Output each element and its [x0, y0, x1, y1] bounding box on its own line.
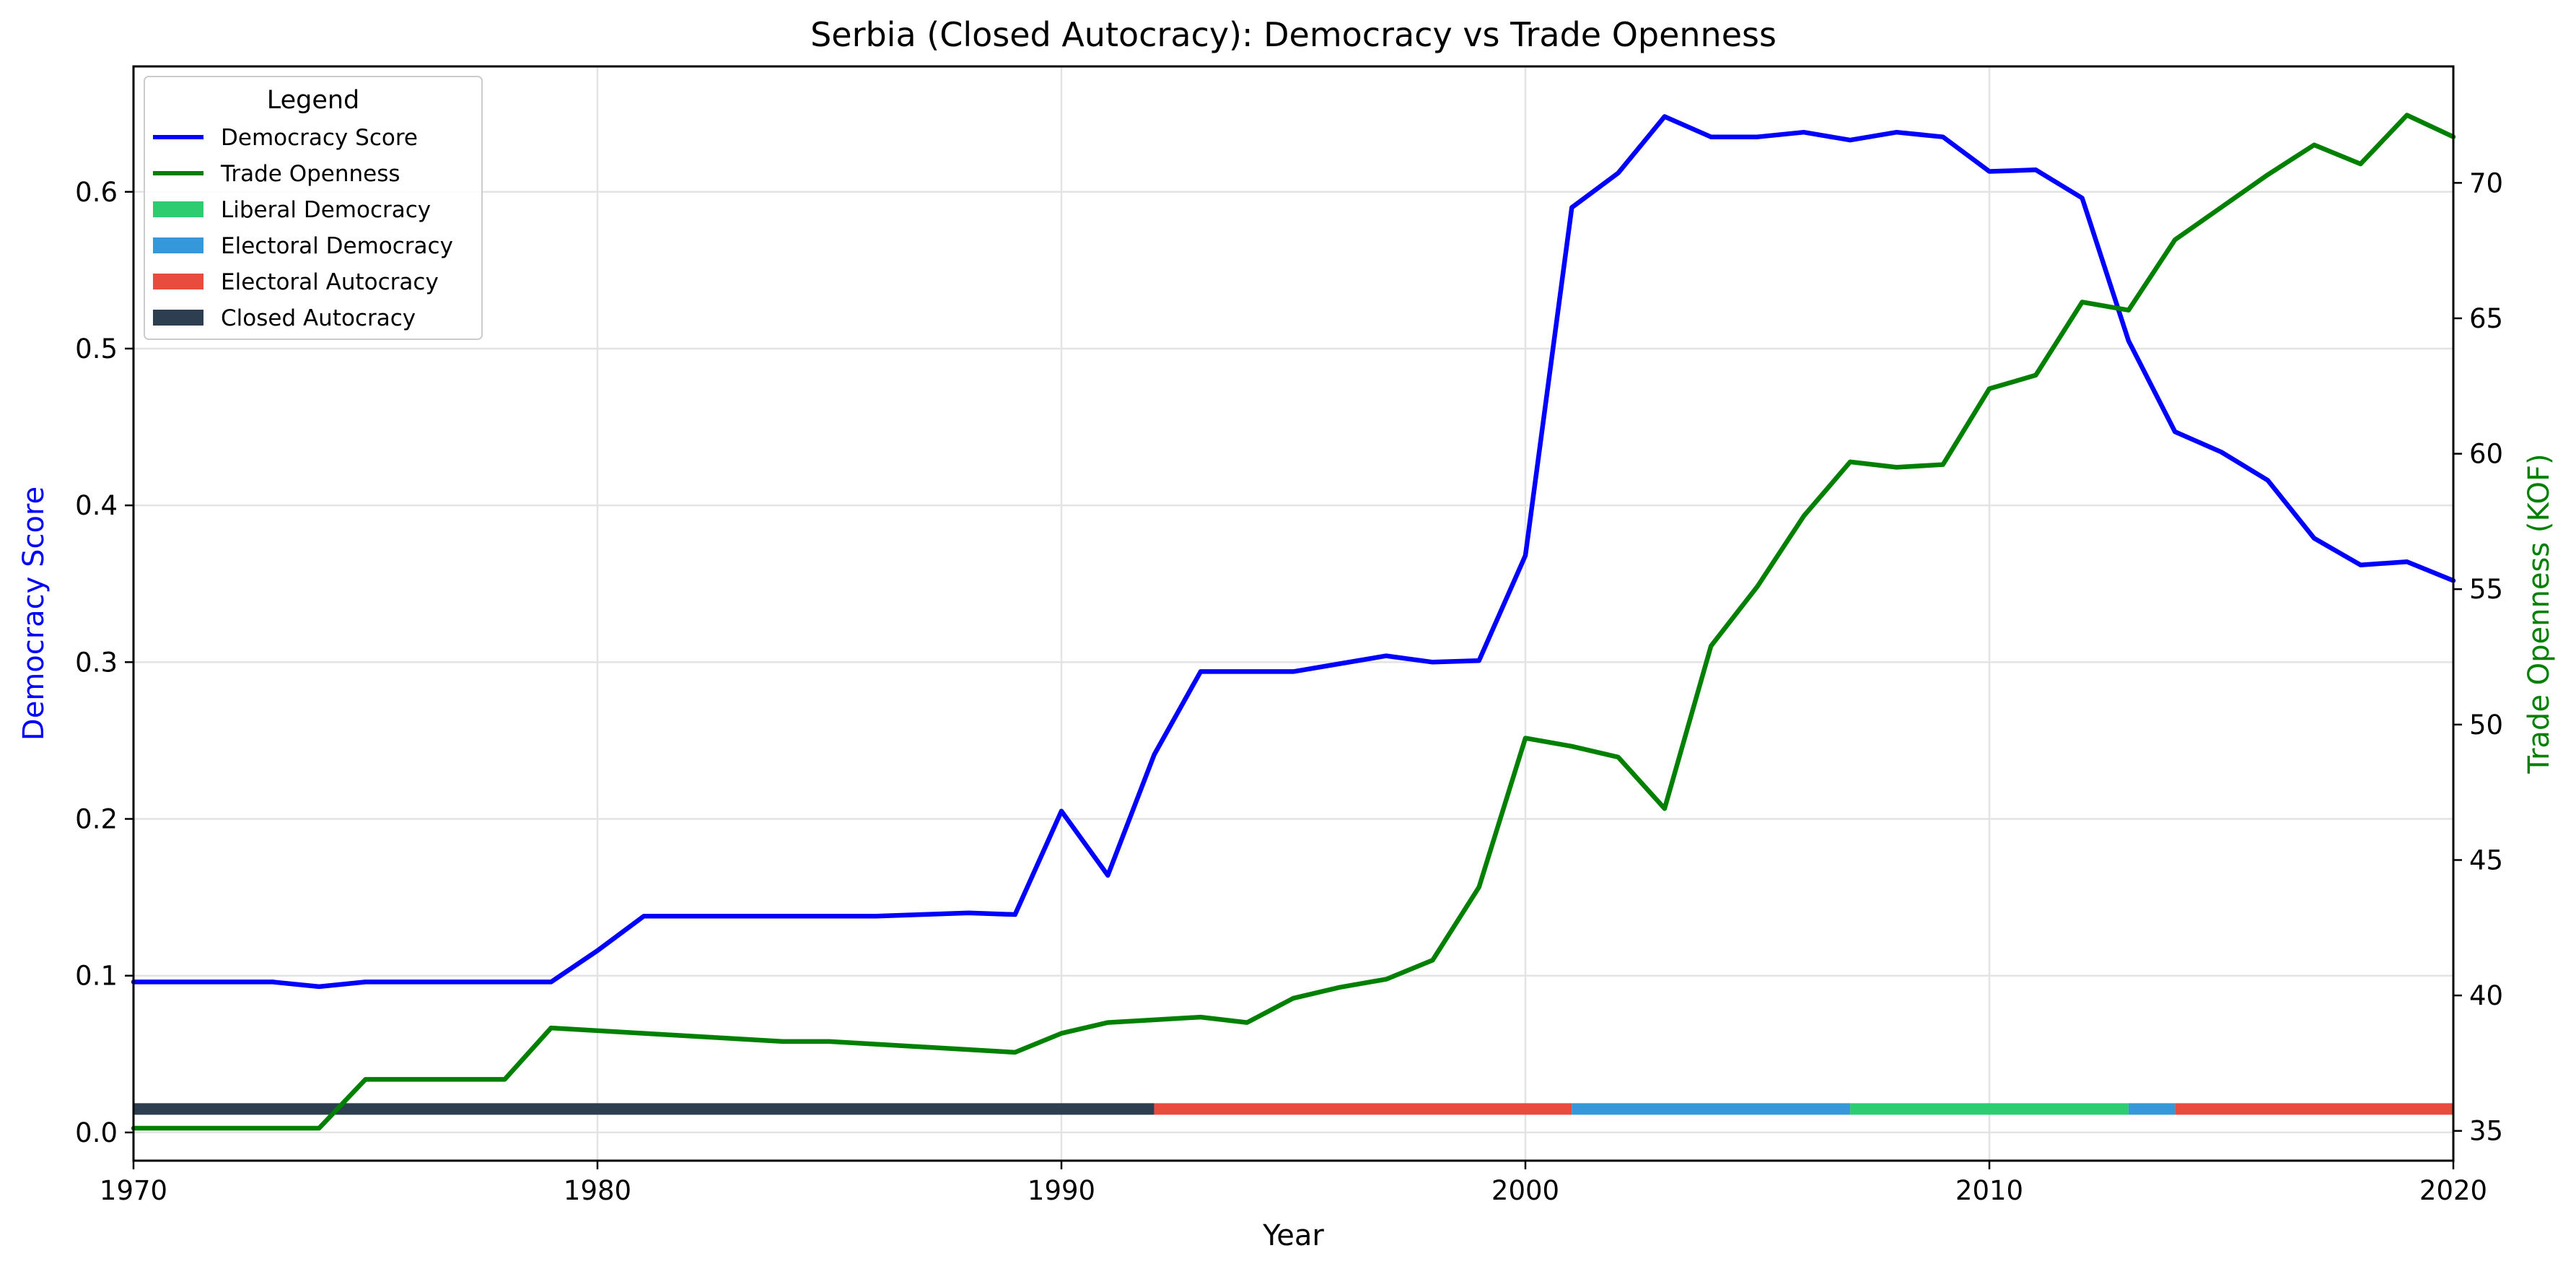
- legend: Legend Democracy Score Trade Openness Libe…: [144, 76, 483, 340]
- y-left-tick-label: 0.0: [75, 1117, 118, 1148]
- chart-title: Serbia (Closed Autocracy): Democracy vs …: [810, 15, 1777, 54]
- y-right-tick-label: 40: [2469, 980, 2503, 1011]
- series-lines: [131, 113, 2456, 1131]
- x-tick-label: 2000: [1491, 1175, 1559, 1206]
- x-tick-label: 1990: [1028, 1175, 1095, 1206]
- y-right-tick-label: 50: [2469, 710, 2503, 741]
- legend-patch-swatch: [153, 274, 203, 289]
- x-tick-label: 2010: [1955, 1175, 2023, 1206]
- y-axis-left-title: Democracy Score: [17, 487, 51, 741]
- y-right-tick-label: 65: [2469, 303, 2503, 334]
- y-right-tick-label: 70: [2469, 167, 2503, 198]
- y-right-tick-label: 55: [2469, 574, 2503, 605]
- y-right-tick-label: 45: [2469, 845, 2503, 876]
- y-left-tick-label: 0.5: [75, 333, 118, 365]
- y-left-tick-label: 0.3: [75, 647, 118, 678]
- legend-entry-label: Closed Autocracy: [221, 305, 416, 331]
- legend-patch-swatch: [153, 310, 203, 326]
- legend-entry-label: Democracy Score: [221, 125, 418, 151]
- legend-entry-label: Trade Openness: [220, 161, 400, 187]
- legend-patch-swatch: [153, 201, 203, 217]
- legend-title: Legend: [267, 86, 360, 115]
- legend-entry-label: Electoral Autocracy: [221, 269, 439, 295]
- y-left-tick-label: 0.6: [75, 177, 118, 208]
- y-right-tick-label: 60: [2469, 439, 2503, 470]
- y-left-tick-label: 0.1: [75, 961, 118, 992]
- y-right-tick-label: 35: [2469, 1116, 2503, 1147]
- legend-box: [144, 76, 483, 340]
- democracy-score-line: [131, 114, 2456, 990]
- y-axis-right-title: Trade Openness (KOF): [2523, 453, 2556, 774]
- axis-ticks: 1970 1980 1990 2000 2010 2020 0.0 0.1 0.2 0.3 0.4 0…: [75, 167, 2503, 1206]
- x-axis-title: Year: [1262, 1219, 1324, 1252]
- x-tick-label: 2020: [2419, 1175, 2487, 1206]
- legend-entry-label: Liberal Democracy: [221, 197, 431, 223]
- y-left-tick-label: 0.4: [75, 490, 118, 521]
- x-tick-label: 1970: [100, 1175, 167, 1206]
- trade-openness-line: [131, 113, 2456, 1131]
- legend-entry-label: Electoral Democracy: [221, 233, 453, 259]
- x-tick-label: 1980: [564, 1175, 631, 1206]
- legend-patch-swatch: [153, 237, 203, 253]
- plot-frame: [132, 65, 2455, 1162]
- y-left-tick-label: 0.2: [75, 804, 118, 835]
